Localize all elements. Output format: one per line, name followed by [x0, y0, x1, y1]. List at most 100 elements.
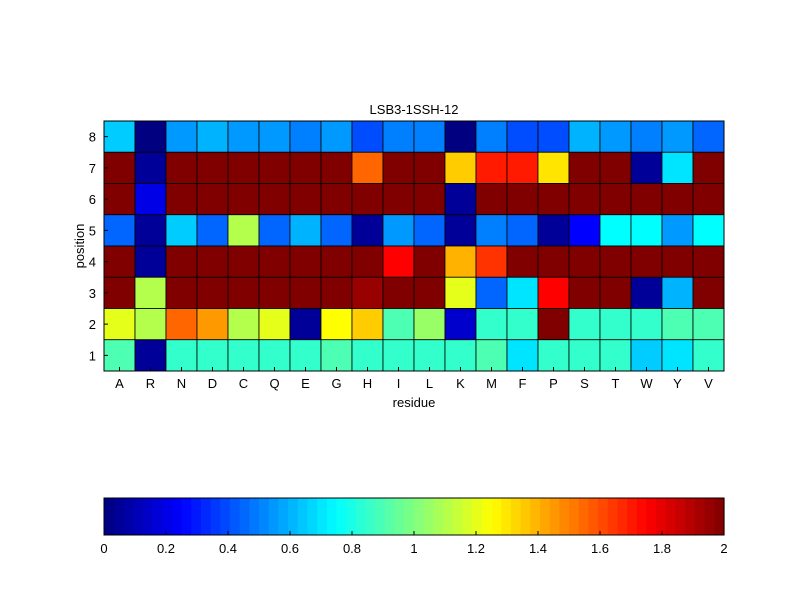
colorbar-swatch — [656, 498, 667, 535]
x-tick-label: V — [704, 376, 713, 391]
colorbar-swatch — [326, 498, 338, 535]
heatmap-cell-6-C — [227, 183, 260, 216]
heatmap-cell-3-V — [692, 276, 725, 309]
heatmap-cell-2-I — [382, 308, 415, 341]
colorbar-tick-label: 2 — [720, 541, 727, 556]
colorbar-swatch — [462, 498, 473, 535]
x-tick-label: Y — [673, 376, 682, 391]
heatmap-cell-7-Q — [258, 151, 291, 184]
colorbar-swatch — [472, 498, 483, 535]
heatmap-cell-3-M — [475, 276, 508, 309]
heatmap-cell-4-P — [537, 245, 570, 278]
heatmap-cell-5-V — [692, 214, 725, 247]
heatmap-cell-4-Q — [258, 245, 291, 278]
colorbar-swatch — [191, 498, 202, 535]
heatmap-cell-2-D — [196, 308, 229, 341]
heatmap-cell-2-V — [692, 308, 725, 341]
heatmap-cell-1-Q — [258, 339, 291, 372]
heatmap-cell-8-E — [289, 120, 322, 153]
heatmap-cell-3-A — [103, 276, 136, 309]
x-tick-label: C — [239, 376, 248, 391]
heatmap-cell-6-Q — [258, 183, 291, 216]
colorbar-swatch — [481, 498, 493, 535]
colorbar-swatch — [317, 498, 328, 535]
heatmap-cell-2-C — [227, 308, 260, 341]
heatmap-cell-4-D — [196, 245, 229, 278]
colorbar-swatch — [171, 498, 183, 535]
heatmap-cell-4-A — [103, 245, 136, 278]
heatmap-cell-4-T — [599, 245, 632, 278]
heatmap-cell-4-C — [227, 245, 260, 278]
colorbar-swatch — [539, 498, 551, 535]
x-tick-label: A — [115, 376, 124, 391]
heatmap-cell-2-L — [413, 308, 446, 341]
colorbar-swatch — [259, 498, 270, 535]
colorbar-swatch — [181, 498, 192, 535]
heatmap-cell-6-K — [444, 183, 477, 216]
heatmap-cell-8-K — [444, 120, 477, 153]
y-tick-label: 7 — [89, 161, 96, 176]
colorbar-swatch — [704, 498, 715, 535]
colorbar-swatch — [336, 498, 347, 535]
heatmap-cell-8-H — [351, 120, 384, 153]
colorbar-swatch — [530, 498, 541, 535]
heatmap-cell-2-Y — [661, 308, 694, 341]
heatmap-cell-5-R — [134, 214, 167, 247]
heatmap-cell-6-R — [134, 183, 167, 216]
heatmap-cell-3-T — [599, 276, 632, 309]
heatmap-cell-2-H — [351, 308, 384, 341]
colorbar-swatch — [394, 498, 405, 535]
heatmap-cell-8-Y — [661, 120, 694, 153]
heatmap-cell-7-C — [227, 151, 260, 184]
y-tick-label: 8 — [89, 130, 96, 145]
colorbar-swatch — [268, 498, 279, 535]
heatmap-cell-6-F — [506, 183, 539, 216]
heatmap-cell-8-A — [103, 120, 136, 153]
heatmap-cell-6-T — [599, 183, 632, 216]
heatmap-cell-1-F — [506, 339, 539, 372]
heatmap-cell-1-L — [413, 339, 446, 372]
heatmap-cell-8-F — [506, 120, 539, 153]
x-tick-label: T — [612, 376, 620, 391]
colorbar — [104, 498, 725, 535]
heatmap-cell-3-P — [537, 276, 570, 309]
x-tick-label: W — [640, 376, 653, 391]
heatmap-cell-4-I — [382, 245, 415, 278]
heatmap-cell-1-P — [537, 339, 570, 372]
heatmap-cell-8-I — [382, 120, 415, 153]
heatmap-cell-1-E — [289, 339, 322, 372]
heatmap-cell-3-L — [413, 276, 446, 309]
colorbar-swatch — [133, 498, 144, 535]
colorbar-tick-label: 0 — [100, 541, 107, 556]
y-tick-label: 2 — [89, 317, 96, 332]
heatmap-cell-8-Q — [258, 120, 291, 153]
colorbar-tick-label: 0.2 — [157, 541, 175, 556]
heatmap-cell-8-W — [630, 120, 663, 153]
heatmap-cell-4-L — [413, 245, 446, 278]
x-tick-label: P — [549, 376, 558, 391]
heatmap-cell-1-T — [599, 339, 632, 372]
heatmap-cell-8-R — [134, 120, 167, 153]
colorbar-swatch — [569, 498, 580, 535]
colorbar-swatch — [210, 498, 221, 535]
heatmap-cell-3-K — [444, 276, 477, 309]
colorbar-swatch — [443, 498, 454, 535]
heatmap-cell-6-G — [320, 183, 353, 216]
heatmap-cell-7-S — [568, 151, 601, 184]
heatmap-cell-5-P — [537, 214, 570, 247]
heatmap-cell-6-N — [165, 183, 198, 216]
heatmap-cell-4-N — [165, 245, 198, 278]
colorbar-tick-label: 1.2 — [467, 541, 485, 556]
heatmap-cell-8-P — [537, 120, 570, 153]
chart-title: LSB3-1SSH-12 — [370, 102, 459, 117]
heatmap-cell-4-R — [134, 245, 167, 278]
colorbar-tick-label: 1.6 — [591, 541, 609, 556]
heatmap-cell-7-F — [506, 151, 539, 184]
heatmap-cell-2-M — [475, 308, 508, 341]
heatmap-cell-1-R — [134, 339, 167, 372]
heatmap-cell-2-E — [289, 308, 322, 341]
heatmap-cell-7-D — [196, 151, 229, 184]
colorbar-swatch — [559, 498, 570, 535]
heatmap-cell-4-Y — [661, 245, 694, 278]
heatmap-cell-3-D — [196, 276, 229, 309]
